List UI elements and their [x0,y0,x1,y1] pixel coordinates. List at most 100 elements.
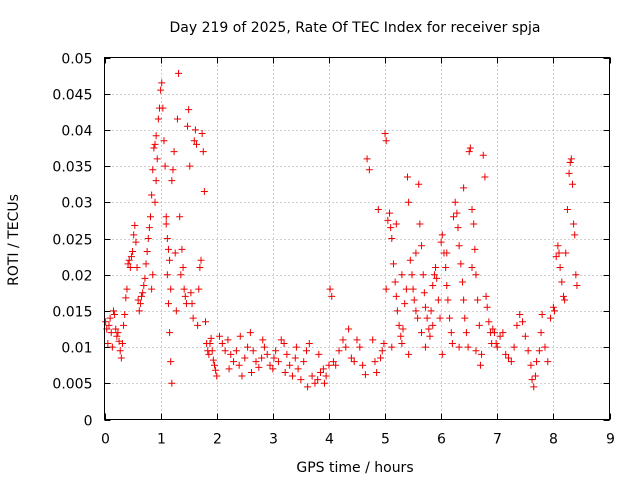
data-point [134,296,142,304]
data-point [329,358,337,366]
data-point [235,361,243,369]
data-point [414,314,422,322]
y-tick-label: 0.04 [61,124,92,140]
data-point [135,307,143,315]
data-point [185,106,193,114]
data-point [122,294,130,302]
data-point [415,180,423,188]
data-point [328,292,336,300]
data-point [224,336,232,344]
data-point [232,347,240,355]
data-point [213,372,221,380]
data-point [547,314,555,322]
data-point [405,198,413,206]
data-point [162,213,170,221]
data-point [361,371,369,379]
data-point [166,256,174,264]
data-point [158,79,166,87]
data-point [249,347,257,355]
data-point [152,132,160,140]
data-point [173,115,181,123]
data-point [559,292,567,300]
data-point [433,274,441,282]
data-point [378,347,386,355]
data-point [470,220,478,228]
data-point [152,177,160,185]
data-point [166,329,174,337]
x-axis-label: GPS time / hours [296,460,413,476]
data-point [573,282,581,290]
data-point [507,358,515,366]
data-point [460,296,468,304]
data-point [270,354,278,362]
data-point [541,343,549,351]
data-point [455,343,463,351]
data-point [404,173,411,181]
data-point [109,307,117,315]
data-point [454,224,462,232]
data-point [127,253,135,261]
data-point [347,354,355,362]
y-tick-label: 0.045 [52,88,92,104]
data-point [406,256,414,264]
data-point [556,263,564,271]
data-point [200,187,208,195]
data-point [388,343,396,351]
y-tick-label: 0.05 [61,52,92,68]
data-point [113,332,121,340]
data-point [554,242,562,250]
data-point [447,329,455,337]
data-point [474,296,482,304]
data-point [225,365,233,373]
data-point [359,361,367,369]
data-point [490,329,498,337]
data-point [420,289,428,297]
data-point [129,248,137,256]
data-point [561,296,569,304]
data-point [566,158,574,166]
data-point [483,303,491,311]
data-point [421,303,429,311]
data-point [342,343,350,351]
data-point [496,332,504,340]
data-point [153,155,161,163]
data-point [538,311,546,319]
data-point [425,325,433,333]
data-point [401,300,409,308]
data-point [139,289,147,297]
data-point [281,368,289,376]
data-point [191,126,199,134]
data-point [461,314,469,322]
data-point [567,155,575,163]
data-point [423,314,431,322]
x-tick-label: 2 [213,432,222,448]
data-point [398,339,406,347]
data-point [332,361,340,369]
data-point [123,285,131,293]
data-point [471,245,479,253]
data-point [121,311,129,319]
data-point [176,213,184,221]
data-point [516,311,524,319]
data-point [259,336,267,344]
data-point [142,260,150,268]
data-point [485,318,493,326]
data-point [458,278,466,286]
data-point [437,238,445,246]
data-point [141,274,149,282]
data-point [392,292,400,300]
data-point [345,325,353,333]
data-point [460,184,468,192]
data-point [565,169,573,177]
data-point [112,325,120,333]
data-point [384,216,392,224]
x-tick-label: 9 [606,432,615,448]
data-point [513,321,521,329]
data-point [280,339,288,347]
data-point [148,285,156,293]
data-point [416,220,424,228]
data-point [430,271,438,279]
data-point [326,285,334,293]
